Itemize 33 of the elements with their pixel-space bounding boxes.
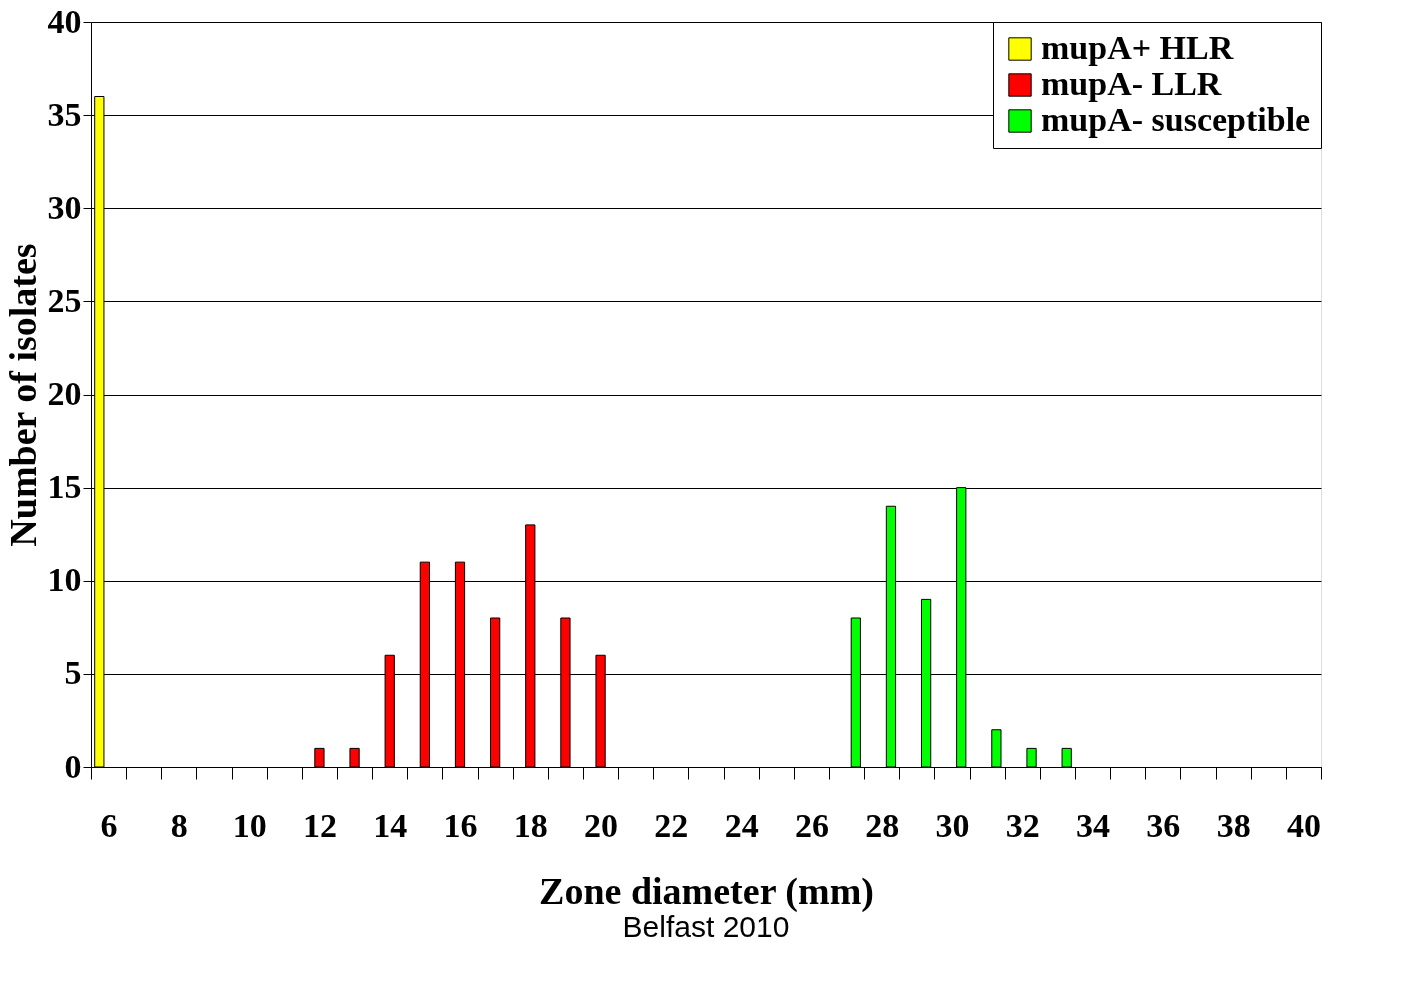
x-tick-label: 34: [1076, 806, 1111, 844]
x-tick-label: 8: [170, 806, 188, 844]
y-tick-label: 30: [47, 188, 82, 226]
x-tick-label: 16: [443, 806, 478, 844]
legend-label: mupA- susceptible: [1041, 101, 1311, 138]
y-tick-label: 40: [47, 2, 82, 40]
x-tick-label: 20: [584, 806, 619, 844]
x-tick-label: 32: [1005, 806, 1040, 844]
y-tick-label: 5: [64, 654, 82, 692]
x-tick-label: 26: [794, 806, 829, 844]
x-tick-label: 30: [935, 806, 970, 844]
y-tick-label: 15: [47, 468, 82, 506]
y-tick-label: 0: [64, 747, 82, 785]
x-tick-label: 6: [100, 806, 118, 844]
x-tick-label: 10: [232, 806, 267, 844]
legend-label: mupA- LLR: [1041, 65, 1222, 102]
x-tick-label: 18: [513, 806, 548, 844]
x-tick-label: 22: [654, 806, 689, 844]
text: Belfast 2010: [622, 910, 790, 943]
y-axis-title: Number of isolates: [1, 243, 44, 547]
legend-label: mupA+ HLR: [1041, 29, 1234, 66]
y-tick-label: 10: [47, 561, 82, 599]
x-tick-label: 24: [724, 806, 759, 844]
y-tick-label: 20: [47, 375, 82, 412]
x-tick-label: 28: [865, 806, 900, 844]
y-tick-label: 35: [47, 95, 82, 133]
x-tick-label: 12: [302, 806, 337, 844]
x-axis-title: Zone diameter (mm): [539, 869, 874, 913]
x-tick-label: 36: [1146, 806, 1181, 844]
x-tick-label: 40: [1286, 806, 1321, 844]
x-tick-label: 38: [1216, 806, 1251, 844]
y-tick-label: 25: [47, 281, 82, 319]
x-tick-label: 14: [373, 806, 408, 844]
